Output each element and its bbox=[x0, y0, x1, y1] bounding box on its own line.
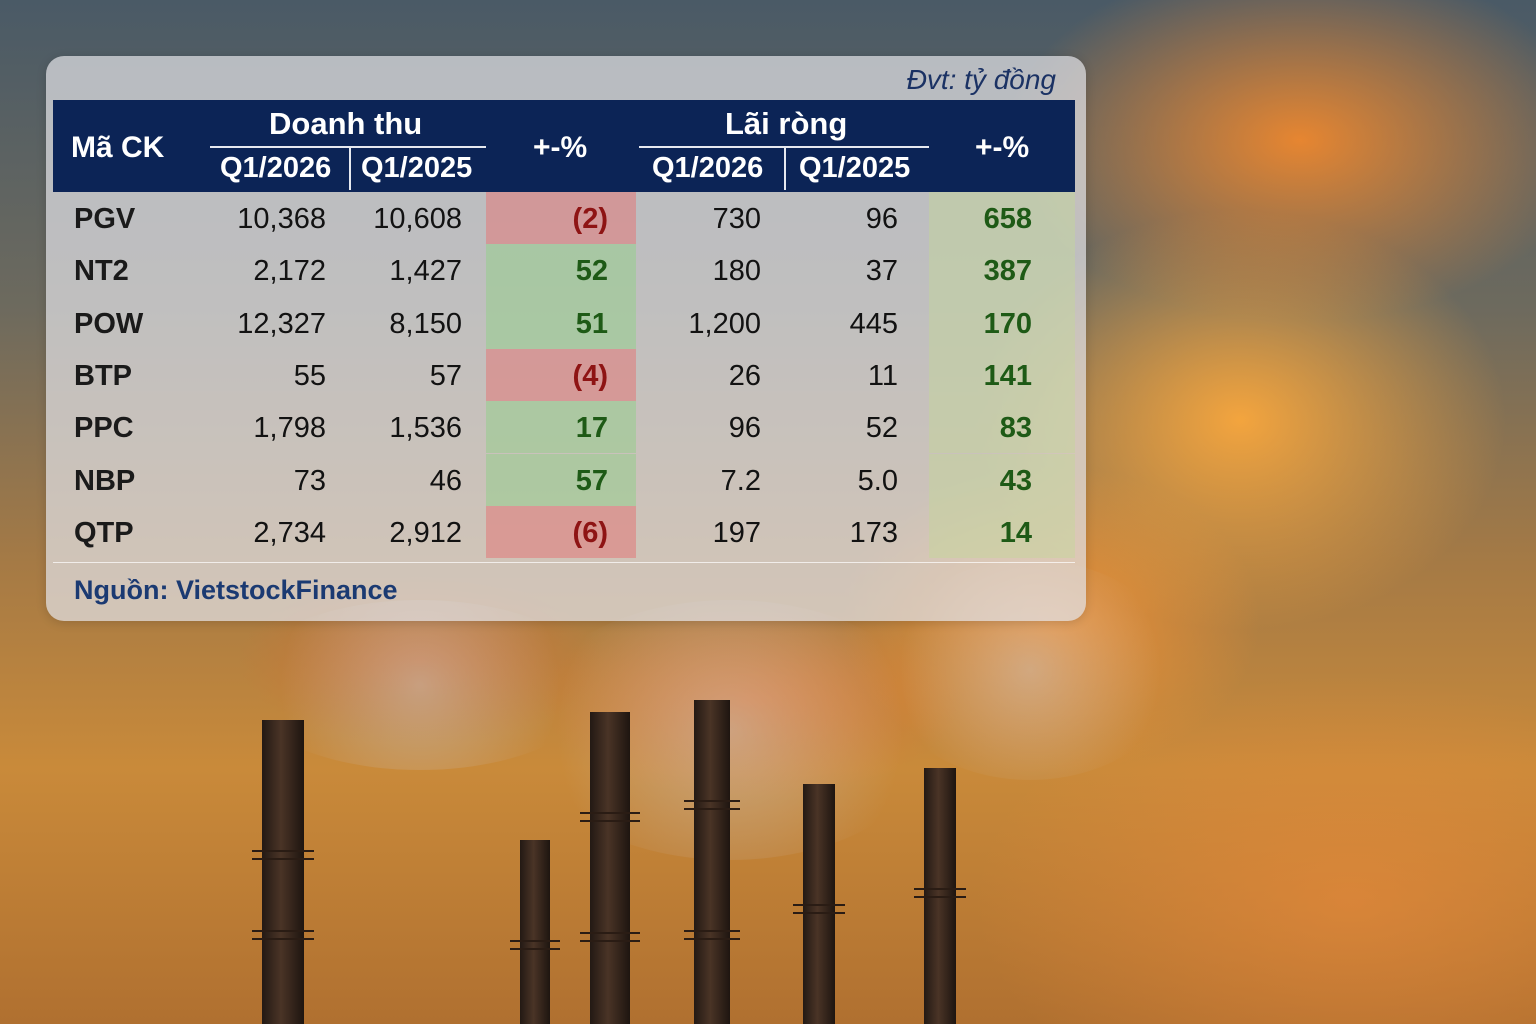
cell-rev-2025: 46 bbox=[429, 464, 462, 497]
cell-np-2026: 197 bbox=[712, 516, 761, 549]
cell-rev-chg: (2) bbox=[572, 203, 608, 235]
header-ticker: Mã CK bbox=[71, 131, 165, 164]
revenue-change-positive-fill bbox=[486, 244, 636, 297]
cell-rev-chg: 57 bbox=[575, 464, 608, 497]
cell-rev-2026: 1,798 bbox=[253, 412, 326, 445]
cell-np-2025: 52 bbox=[865, 412, 898, 445]
header-profit-q2025: Q1/2025 bbox=[799, 152, 911, 184]
cell-np-2025: 445 bbox=[849, 307, 898, 340]
cell-ticker: NT2 bbox=[74, 255, 129, 288]
cell-np-chg: 170 bbox=[983, 307, 1032, 340]
cell-rev-chg: (4) bbox=[572, 359, 608, 392]
cell-np-2025: 5.0 bbox=[857, 464, 898, 497]
cell-rev-chg: 17 bbox=[575, 412, 608, 445]
cell-rev-2025: 8,150 bbox=[389, 307, 462, 340]
revenue-divider bbox=[349, 148, 351, 190]
header-profit-q2026: Q1/2026 bbox=[652, 152, 764, 184]
revenue-change-negative-fill bbox=[486, 192, 636, 245]
cell-np-2026: 26 bbox=[728, 359, 761, 392]
cell-np-2025: 37 bbox=[865, 255, 898, 288]
cell-np-chg: 658 bbox=[983, 203, 1032, 235]
source-note: Nguồn: VietstockFinance bbox=[74, 575, 398, 605]
header-revenue: Doanh thu bbox=[269, 106, 423, 141]
header-revenue-change: +-% bbox=[533, 131, 588, 164]
cell-ticker: QTP bbox=[74, 516, 134, 549]
cell-np-chg: 83 bbox=[999, 412, 1032, 445]
cell-np-2025: 173 bbox=[849, 516, 898, 549]
profit-change-positive-fill bbox=[929, 401, 1075, 454]
revenue-group-line bbox=[210, 146, 486, 148]
revenue-change-positive-fill bbox=[486, 401, 636, 454]
cell-np-2025: 11 bbox=[867, 359, 898, 392]
cell-rev-2025: 57 bbox=[429, 359, 462, 392]
chimney bbox=[252, 720, 314, 1024]
unit-note: Đvt: tỷ đồng bbox=[906, 64, 1056, 95]
cell-np-2025: 96 bbox=[865, 203, 898, 235]
chimney bbox=[684, 700, 740, 1024]
header-profit: Lãi ròng bbox=[725, 106, 848, 141]
cell-rev-2026: 12,327 bbox=[237, 307, 326, 340]
cell-np-2026: 96 bbox=[728, 412, 761, 445]
header-revenue-q2025: Q1/2025 bbox=[361, 152, 473, 184]
cell-rev-2026: 73 bbox=[293, 464, 326, 497]
chimney bbox=[914, 768, 966, 1024]
profit-change-positive-fill bbox=[929, 453, 1075, 506]
profit-change-positive-fill bbox=[929, 505, 1075, 559]
cell-rev-2025: 2,912 bbox=[389, 516, 462, 549]
cell-rev-chg: (6) bbox=[572, 516, 608, 549]
table-header: Mã CK Doanh thu Q1/2026 Q1/2025 +-% Lãi … bbox=[53, 100, 1075, 192]
revenue-change-negative-fill bbox=[486, 348, 636, 402]
cell-np-chg: 387 bbox=[983, 255, 1032, 288]
cell-ticker: NBP bbox=[74, 464, 136, 497]
revenue-change-negative-fill bbox=[486, 505, 636, 559]
cell-np-chg: 141 bbox=[983, 359, 1032, 392]
cell-np-2026: 730 bbox=[712, 203, 761, 235]
profit-change-positive-fill bbox=[929, 296, 1075, 349]
profit-change-positive-fill bbox=[929, 192, 1075, 245]
results-table-card: Đvt: tỷ đồng Mã CK Doanh thu Q1/2026 Q1/… bbox=[46, 56, 1086, 621]
cell-rev-2025: 1,536 bbox=[389, 412, 462, 445]
header-revenue-q2026: Q1/2026 bbox=[220, 152, 332, 184]
cell-ticker: BTP bbox=[74, 359, 132, 392]
cell-np-2026: 7.2 bbox=[720, 464, 761, 497]
revenue-change-positive-fill bbox=[486, 453, 636, 506]
chimney bbox=[510, 840, 560, 1024]
cell-np-chg: 43 bbox=[999, 464, 1032, 497]
profit-group-line bbox=[639, 146, 929, 148]
profit-change-positive-fill bbox=[929, 348, 1075, 402]
chimney bbox=[580, 712, 640, 1024]
cell-ticker: PPC bbox=[74, 412, 134, 445]
cell-ticker: POW bbox=[74, 307, 144, 340]
cell-rev-2025: 1,427 bbox=[389, 255, 462, 288]
cell-ticker: PGV bbox=[74, 203, 136, 235]
header-profit-change: +-% bbox=[975, 131, 1030, 164]
cell-rev-2026: 2,734 bbox=[253, 516, 326, 549]
cell-rev-chg: 51 bbox=[575, 307, 608, 340]
profit-divider bbox=[784, 148, 786, 190]
cell-rev-2026: 55 bbox=[293, 359, 326, 392]
cell-rev-2025: 10,608 bbox=[373, 203, 462, 235]
cell-np-chg: 14 bbox=[999, 516, 1032, 549]
cell-np-2026: 1,200 bbox=[688, 307, 761, 340]
cell-rev-2026: 10,368 bbox=[237, 203, 326, 235]
revenue-change-positive-fill bbox=[486, 296, 636, 349]
cell-rev-2026: 2,172 bbox=[253, 255, 326, 288]
profit-change-positive-fill bbox=[929, 244, 1075, 297]
table-bottom-line bbox=[53, 562, 1075, 563]
cell-np-2026: 180 bbox=[712, 255, 761, 288]
cell-rev-chg: 52 bbox=[575, 255, 608, 288]
chimney bbox=[793, 784, 845, 1024]
